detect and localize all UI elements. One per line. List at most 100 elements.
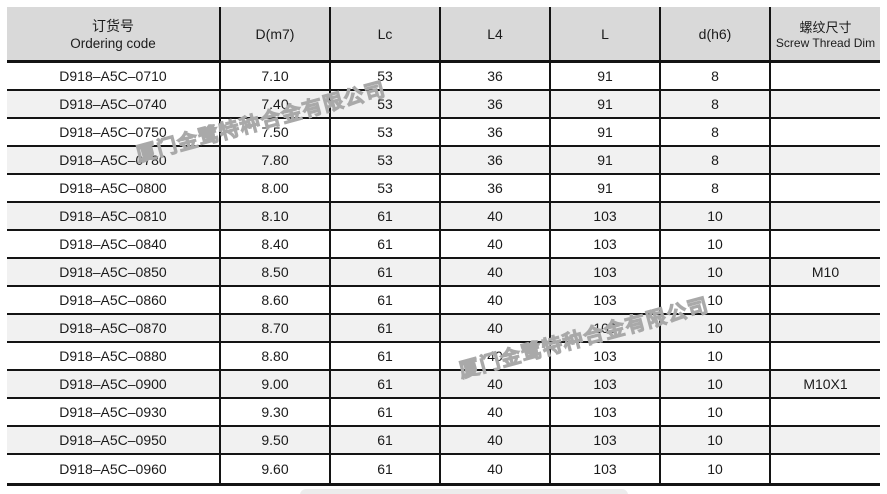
cell-d-h6: 10: [661, 259, 771, 285]
cell-lc: 61: [331, 203, 441, 229]
cell-d-m7: 8.50: [221, 259, 331, 285]
cell-l4: 40: [441, 371, 551, 397]
table-row: D918–A5C–0710 7.10 53 36 91 8: [7, 63, 880, 91]
cell-ordering-code: D918–A5C–0710: [7, 63, 221, 89]
cell-lc: 61: [331, 315, 441, 341]
header-ordering-code-en: Ordering code: [70, 36, 156, 51]
table-row: D918–A5C–0860 8.60 61 40 103 10: [7, 287, 880, 315]
cell-lc: 61: [331, 399, 441, 425]
cell-l4: 40: [441, 399, 551, 425]
cell-ordering-code: D918–A5C–0840: [7, 231, 221, 257]
cell-d-m7: 7.40: [221, 91, 331, 117]
cell-d-m7: 8.00: [221, 175, 331, 201]
cell-d-h6: 10: [661, 343, 771, 369]
cell-d-h6: 10: [661, 315, 771, 341]
header-ordering-code-zh: 订货号: [92, 18, 134, 34]
cell-ordering-code: D918–A5C–0930: [7, 399, 221, 425]
cell-l: 103: [551, 371, 661, 397]
cell-lc: 53: [331, 175, 441, 201]
cell-ordering-code: D918–A5C–0780: [7, 147, 221, 173]
cell-ordering-code: D918–A5C–0740: [7, 91, 221, 117]
header-d-h6: d(h6): [661, 7, 771, 60]
cell-lc: 61: [331, 371, 441, 397]
cell-ordering-code: D918–A5C–0880: [7, 343, 221, 369]
table-row: D918–A5C–0870 8.70 61 40 103 10: [7, 315, 880, 343]
cell-d-h6: 10: [661, 399, 771, 425]
header-l4: L4: [441, 7, 551, 60]
cell-l: 91: [551, 175, 661, 201]
cell-ordering-code: D918–A5C–0960: [7, 455, 221, 483]
cell-d-m7: 9.00: [221, 371, 331, 397]
header-screw-thread-en: Screw Thread Dim: [775, 36, 876, 50]
cell-l: 91: [551, 91, 661, 117]
cell-d-h6: 10: [661, 203, 771, 229]
cell-l: 103: [551, 203, 661, 229]
cell-screw-thread: [771, 399, 880, 425]
cell-screw-thread: [771, 455, 880, 483]
cell-d-h6: 10: [661, 427, 771, 453]
cell-lc: 61: [331, 455, 441, 483]
cell-d-m7: 7.80: [221, 147, 331, 173]
cell-l: 91: [551, 63, 661, 89]
cell-ordering-code: D918–A5C–0750: [7, 119, 221, 145]
header-screw-thread: 螺纹尺寸 Screw Thread Dim: [771, 7, 880, 60]
cell-d-m7: 8.70: [221, 315, 331, 341]
cell-l4: 40: [441, 231, 551, 257]
cell-ordering-code: D918–A5C–0950: [7, 427, 221, 453]
cell-screw-thread: [771, 63, 880, 89]
cell-screw-thread: [771, 315, 880, 341]
cell-l: 103: [551, 231, 661, 257]
cell-l4: 40: [441, 259, 551, 285]
cell-lc: 53: [331, 147, 441, 173]
cell-lc: 53: [331, 91, 441, 117]
cell-l4: 40: [441, 427, 551, 453]
cell-screw-thread: M10: [811, 264, 840, 280]
cell-d-h6: 10: [661, 231, 771, 257]
cell-lc: 53: [331, 119, 441, 145]
product-table: 订货号 Ordering code D(m7) Lc L4 L d(h6) 螺纹…: [7, 7, 880, 486]
cell-screw-thread: [771, 147, 880, 173]
cell-d-h6: 8: [661, 63, 771, 89]
cell-l: 103: [551, 343, 661, 369]
cell-l4: 40: [441, 203, 551, 229]
cell-l: 103: [551, 315, 661, 341]
table-row: D918–A5C–0780 7.80 53 36 91 8: [7, 147, 880, 175]
cell-d-m7: 9.60: [221, 455, 331, 483]
cell-screw-thread: [771, 119, 880, 145]
cell-d-h6: 8: [661, 175, 771, 201]
cell-l4: 36: [441, 63, 551, 89]
table-row: D918–A5C–0740 7.40 53 36 91 8: [7, 91, 880, 119]
cell-screw-thread: [771, 427, 880, 453]
cell-d-h6: 8: [661, 119, 771, 145]
header-d-m7: D(m7): [221, 7, 331, 60]
cell-d-h6: 10: [661, 455, 771, 483]
table-row: D918–A5C–0930 9.30 61 40 103 10: [7, 399, 880, 427]
cell-l4: 36: [441, 175, 551, 201]
table-row: D918–A5C–0950 9.50 61 40 103 10: [7, 427, 880, 455]
cell-l: 103: [551, 259, 661, 285]
cell-screw-thread: [771, 287, 880, 313]
cell-ordering-code: D918–A5C–0810: [7, 203, 221, 229]
cell-screw-thread: M10X1: [803, 376, 848, 392]
header-lc: Lc: [331, 7, 441, 60]
cell-ordering-code: D918–A5C–0800: [7, 175, 221, 201]
table-row: D918–A5C–0880 8.80 61 40 103 10: [7, 343, 880, 371]
cell-lc: 61: [331, 287, 441, 313]
header-ordering-code: 订货号 Ordering code: [7, 7, 221, 60]
header-l: L: [551, 7, 661, 60]
table-row: D918–A5C–0850 8.50 61 40 103 10 M10: [7, 259, 880, 287]
table-row: D918–A5C–0900 9.00 61 40 103 10 M10X1: [7, 371, 880, 399]
cell-lc: 61: [331, 427, 441, 453]
cell-l: 103: [551, 287, 661, 313]
cell-screw-thread: [771, 203, 880, 229]
cell-screw-thread: [771, 91, 880, 117]
cell-d-m7: 8.60: [221, 287, 331, 313]
cell-l4: 40: [441, 315, 551, 341]
cell-screw-thread: [771, 231, 880, 257]
cell-d-h6: 10: [661, 371, 771, 397]
cell-lc: 61: [331, 231, 441, 257]
header-screw-thread-zh: 螺纹尺寸: [799, 20, 852, 35]
cell-l: 103: [551, 399, 661, 425]
cell-l4: 36: [441, 147, 551, 173]
